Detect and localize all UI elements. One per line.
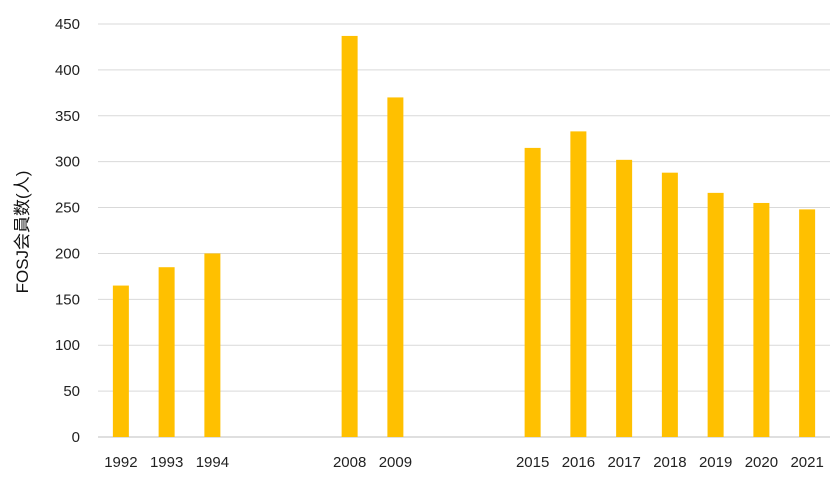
y-tick-label: 450 (55, 16, 80, 33)
x-tick-label: 2020 (745, 454, 778, 471)
bar-2017 (616, 159, 633, 437)
x-tick-label: 2008 (333, 454, 366, 471)
bar-2015 (524, 147, 541, 437)
x-axis-ticks: 1992 1993 1994 2008 2009 2015 2016 2017 2018 2019… (104, 454, 824, 471)
y-tick-label: 350 (55, 108, 80, 125)
x-tick-label: 1994 (196, 454, 229, 471)
y-tick-label: 250 (55, 200, 80, 217)
bar-1993 (158, 267, 175, 437)
x-tick-label: 2015 (516, 454, 549, 471)
bar-1994 (204, 253, 221, 437)
bar-2019 (707, 192, 724, 437)
x-tick-label: 2021 (790, 454, 823, 471)
y-tick-label: 50 (63, 383, 80, 400)
y-axis-label: FOSJ会員数(人) (13, 171, 32, 294)
bar-2008 (341, 35, 358, 437)
y-tick-label: 150 (55, 291, 80, 308)
bar-2018 (661, 172, 678, 437)
y-tick-label: 0 (72, 429, 80, 446)
y-axis-ticks: 0 50 100 150 200 250 300 350 400 450 (55, 16, 80, 446)
bars (112, 35, 816, 437)
x-tick-label: 2017 (607, 454, 640, 471)
x-tick-label: 2009 (379, 454, 412, 471)
x-tick-label: 1993 (150, 454, 183, 471)
y-tick-label: 200 (55, 245, 80, 262)
x-tick-label: 1992 (104, 454, 137, 471)
bar-2020 (753, 202, 770, 437)
x-tick-label: 2019 (699, 454, 732, 471)
x-tick-label: 2016 (562, 454, 595, 471)
bar-1992 (112, 285, 129, 437)
y-tick-label: 400 (55, 62, 80, 79)
y-tick-label: 100 (55, 337, 80, 354)
bar-2021 (799, 209, 816, 437)
x-tick-label: 2018 (653, 454, 686, 471)
y-tick-label: 300 (55, 154, 80, 171)
bar-2016 (570, 131, 587, 437)
bar-2009 (387, 97, 404, 437)
